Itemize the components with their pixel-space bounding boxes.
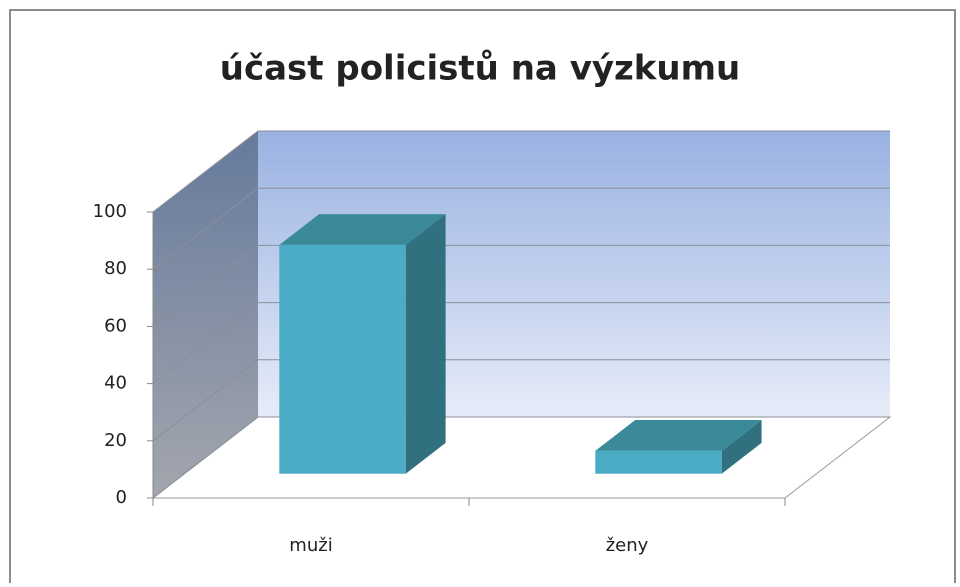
y-tick-label: 0: [116, 487, 127, 508]
floor: [151, 416, 892, 499]
grid-line: [152, 416, 890, 499]
bar-top: [279, 214, 446, 245]
y-tick-label: 40: [104, 373, 127, 394]
bar: [595, 450, 722, 474]
grid-line: [152, 187, 890, 270]
y-tick-label: 20: [104, 430, 127, 451]
side-wall: [153, 131, 258, 498]
chart-title: účast policistů na výzkumu: [220, 49, 741, 89]
x-tick-label: ženy: [606, 535, 649, 556]
bar-side: [405, 214, 446, 474]
grid-line: [152, 130, 890, 213]
bar: [279, 244, 406, 474]
bar-side: [721, 420, 762, 474]
y-tick-label: 60: [104, 315, 127, 336]
y-tick-label: 100: [93, 201, 127, 222]
grid-line: [152, 359, 890, 442]
y-tick-label: 80: [104, 258, 127, 279]
grid-line: [152, 244, 890, 327]
x-tick-label: muži: [289, 535, 332, 556]
grid-line: [152, 302, 890, 384]
bar-top: [595, 420, 762, 451]
